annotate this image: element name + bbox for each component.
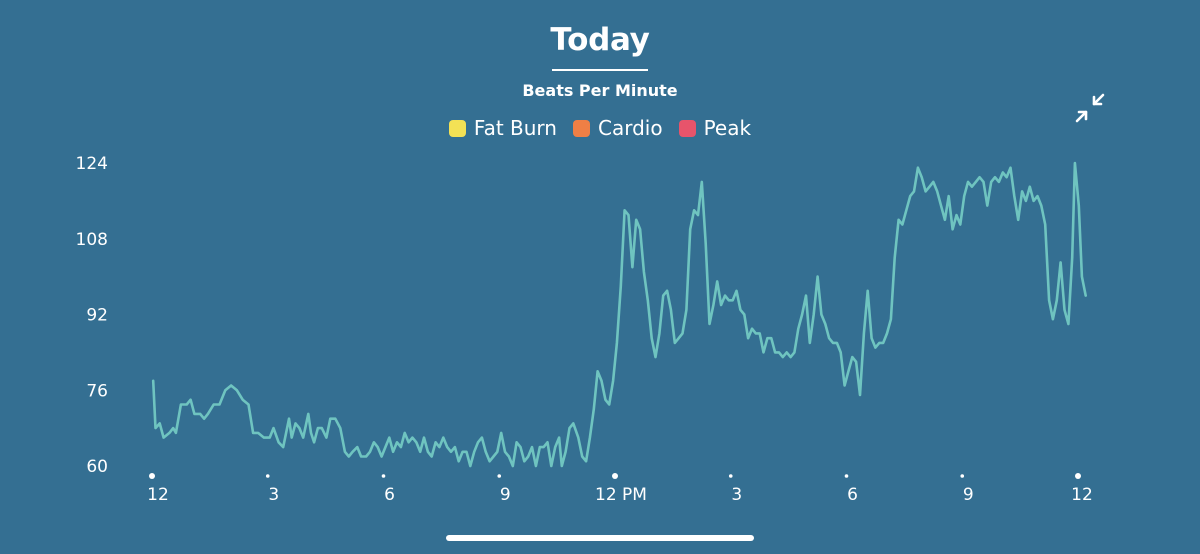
legend: Fat Burn Cardio Peak — [0, 116, 1200, 140]
heart-rate-line — [151, 161, 1087, 468]
y-tick-label: 92 — [86, 306, 108, 326]
y-tick-label: 60 — [86, 457, 108, 477]
x-tick-label: 3 — [268, 485, 279, 505]
x-tick-label: 6 — [384, 485, 395, 505]
x-tick-dot — [497, 474, 502, 478]
home-indicator[interactable] — [446, 535, 754, 541]
y-tick-label: 124 — [76, 154, 108, 174]
x-tick-label: 12 — [1071, 485, 1093, 505]
chart-subtitle: Beats Per Minute — [522, 81, 678, 100]
x-tick-label: 12 PM — [595, 485, 647, 505]
legend-swatch-peak — [678, 119, 696, 137]
y-tick-label: 108 — [76, 230, 108, 250]
legend-label-fat-burn: Fat Burn — [473, 116, 557, 140]
x-tick-label: 9 — [963, 485, 974, 505]
collapse-arrows-icon — [1075, 93, 1105, 123]
x-tick-label: 6 — [847, 485, 858, 505]
x-tick-label: 9 — [500, 485, 511, 505]
x-tick-label: 3 — [731, 485, 742, 505]
x-tick-dot — [1075, 473, 1081, 479]
y-axis: 60 76 92 108 124 — [76, 154, 108, 477]
legend-swatch-fat-burn — [448, 119, 466, 137]
x-tick-dot — [381, 474, 386, 478]
x-tick-dot — [265, 474, 270, 478]
legend-label-cardio: Cardio — [597, 116, 663, 140]
legend-swatch-cardio — [572, 119, 590, 137]
legend-item-peak[interactable]: Peak — [678, 116, 752, 140]
page-title: Today — [550, 22, 650, 58]
x-tick-dot — [728, 474, 733, 478]
x-axis: 12 3 6 9 12 PM 3 6 9 12 — [147, 473, 1093, 505]
x-tick-label: 12 — [147, 485, 169, 505]
legend-item-fat-burn[interactable]: Fat Burn — [448, 116, 557, 140]
title-underline — [552, 69, 648, 71]
legend-label-peak: Peak — [703, 116, 752, 140]
x-tick-dot — [844, 474, 849, 478]
legend-item-cardio[interactable]: Cardio — [572, 116, 663, 140]
x-tick-dot — [149, 473, 155, 479]
y-tick-label: 76 — [86, 381, 108, 401]
collapse-button[interactable] — [1071, 89, 1109, 127]
x-tick-dot — [612, 473, 618, 479]
x-tick-dot — [960, 474, 965, 478]
